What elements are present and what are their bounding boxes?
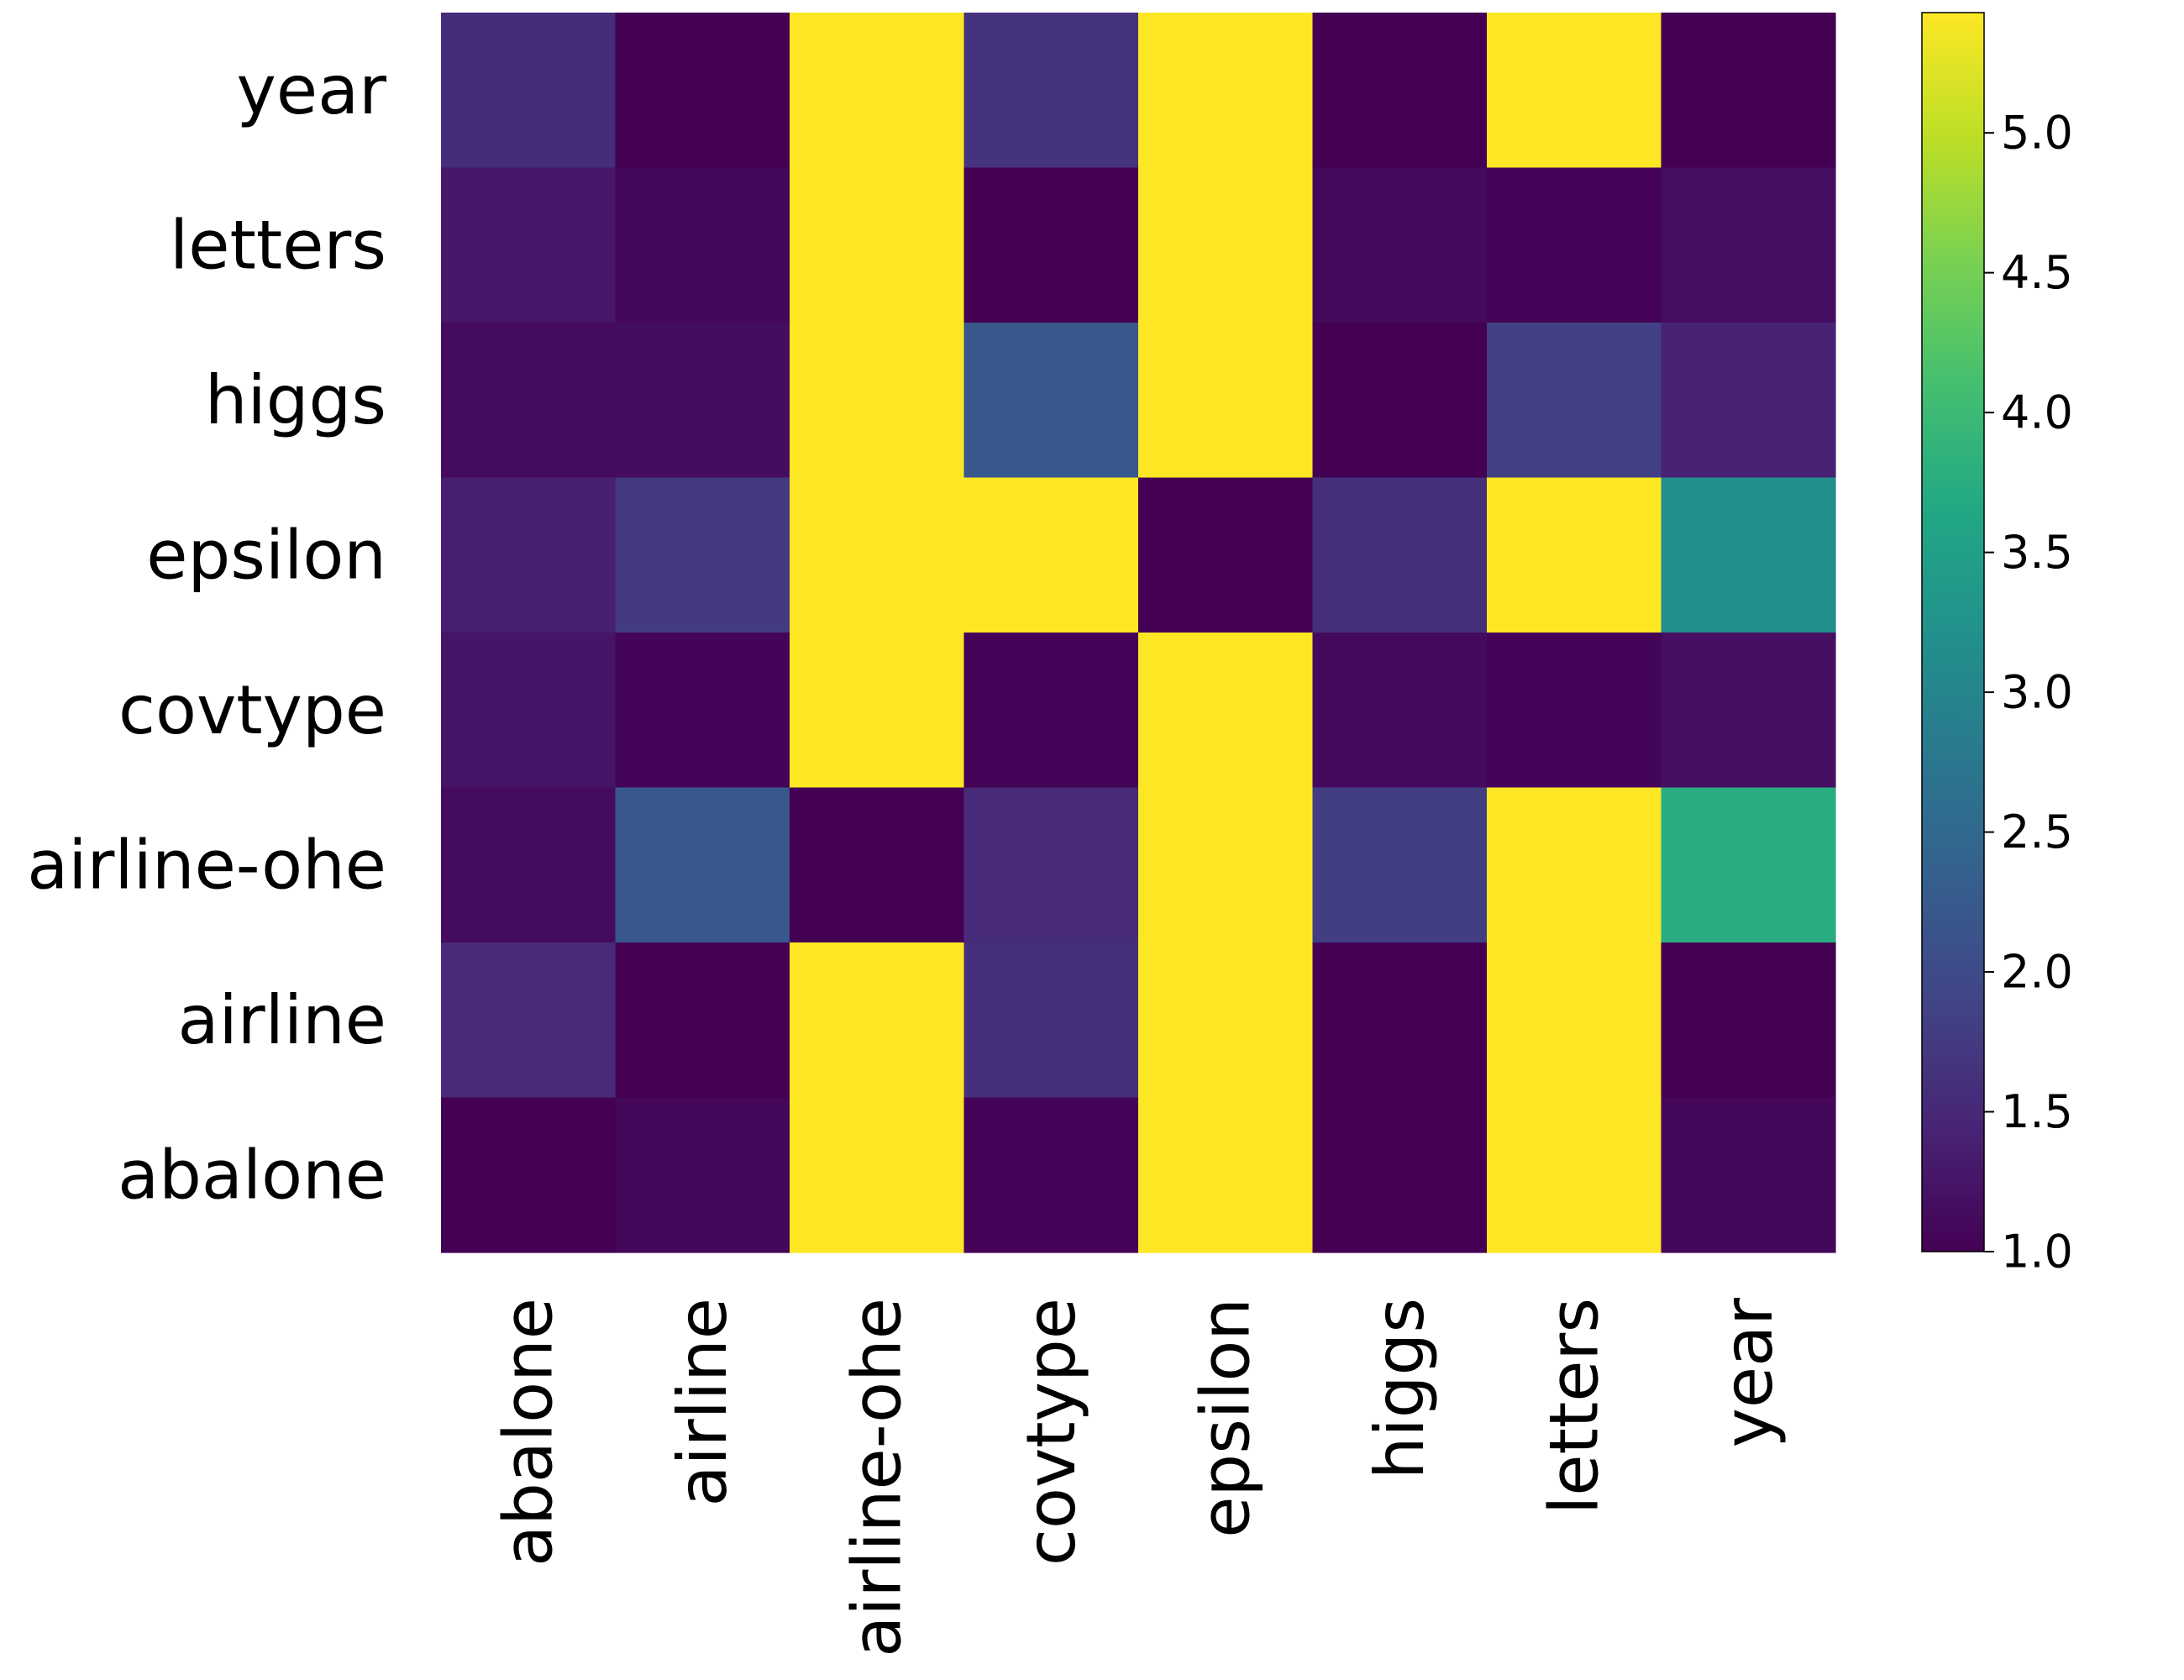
row-label-covtype: covtype — [118, 671, 386, 749]
heatmap-cell-abalone-epsilon — [1138, 1097, 1314, 1253]
heatmap-cell-epsilon-epsilon — [1138, 477, 1314, 633]
col-label-epsilon: epsilon — [1186, 1298, 1264, 1538]
heatmap-cell-airline-covtype — [963, 942, 1139, 1099]
heatmap-cell-epsilon-covtype — [963, 477, 1139, 633]
heatmap-cell-higgs-higgs — [1312, 323, 1488, 479]
heatmap-cell-year-epsilon — [1138, 13, 1314, 169]
heatmap-cell-higgs-airline — [615, 323, 790, 479]
colorbar-tick-label: 3.0 — [2001, 666, 2073, 719]
heatmap-cell-letters-airline — [615, 167, 790, 323]
heatmap-cell-letters-higgs — [1312, 167, 1488, 323]
heatmap-cell-airline-ohe-higgs — [1312, 787, 1488, 943]
colorbar-tick-label: 4.5 — [2001, 246, 2073, 299]
heatmap-cell-airline-higgs — [1312, 942, 1488, 1099]
heatmap-cell-year-year — [1661, 13, 1836, 169]
colorbar-tick-label: 2.0 — [2001, 946, 2073, 999]
heatmap-cell-covtype-higgs — [1312, 633, 1488, 789]
heatmap-cell-letters-letters — [1487, 167, 1662, 323]
heatmap-cell-abalone-airline-ohe — [790, 1097, 965, 1253]
heatmap-cell-epsilon-letters — [1487, 477, 1662, 633]
col-label-letters: letters — [1535, 1298, 1613, 1515]
heatmap-cell-higgs-letters — [1487, 323, 1662, 479]
row-label-letters: letters — [170, 206, 386, 284]
heatmap-cell-year-covtype — [963, 13, 1139, 169]
heatmap-cell-covtype-letters — [1487, 633, 1662, 789]
col-label-airline: airline — [664, 1298, 742, 1507]
column-labels: abalone airline airline-ohe covtype epsilon h… — [489, 1298, 1788, 1657]
heatmap-cell-epsilon-higgs — [1312, 477, 1488, 633]
colorbar-tick-label: 1.5 — [2001, 1085, 2073, 1138]
heatmap-cell-covtype-airline-ohe — [790, 633, 965, 789]
heatmap-cell-higgs-epsilon — [1138, 323, 1314, 479]
heatmap-cell-year-airline-ohe — [790, 13, 965, 169]
heatmap-cell-abalone-letters — [1487, 1097, 1662, 1253]
heatmap-cell-letters-year — [1661, 167, 1836, 323]
heatmap-cell-airline-letters — [1487, 942, 1662, 1099]
heatmap-cell-abalone-year — [1661, 1097, 1836, 1253]
col-label-abalone: abalone — [489, 1298, 567, 1567]
heatmap-cell-airline-abalone — [441, 942, 617, 1099]
row-label-abalone: abalone — [118, 1136, 386, 1214]
heatmap-cell-airline-airline — [615, 942, 790, 1099]
heatmap-cell-year-letters — [1487, 13, 1662, 169]
colorbar-gradient — [1921, 12, 1985, 1252]
heatmap-cell-airline-epsilon — [1138, 942, 1314, 1099]
heatmap-cell-covtype-abalone — [441, 633, 617, 789]
heatmap-cell-covtype-covtype — [963, 633, 1139, 789]
heatmap-cell-abalone-abalone — [441, 1097, 617, 1253]
heatmap-cell-year-abalone — [441, 13, 617, 169]
heatmap-cell-airline-ohe-epsilon — [1138, 787, 1314, 943]
heatmap-cell-epsilon-abalone — [441, 477, 617, 633]
heatmap-cell-letters-abalone — [441, 167, 617, 323]
colorbar-tick-label: 1.0 — [2001, 1226, 2073, 1278]
heatmap-cell-higgs-year — [1661, 323, 1836, 479]
row-label-epsilon: epsilon — [146, 516, 386, 594]
heatmap-cell-airline-ohe-airline-ohe — [790, 787, 965, 943]
heatmap-cell-abalone-higgs — [1312, 1097, 1488, 1253]
heatmap-cell-covtype-epsilon — [1138, 633, 1314, 789]
heatmap-cell-epsilon-year — [1661, 477, 1836, 633]
heatmap-cell-airline-ohe-airline — [615, 787, 790, 943]
heatmap-cell-year-higgs — [1312, 13, 1488, 169]
heatmap-cell-airline-ohe-letters — [1487, 787, 1662, 943]
heatmap-cell-higgs-abalone — [441, 323, 617, 479]
heatmap-cell-abalone-covtype — [963, 1097, 1139, 1253]
heatmap-cell-year-airline — [615, 13, 790, 169]
colorbar-tick-label: 4.0 — [2001, 386, 2073, 439]
row-labels: year letters higgs epsilon covtype airline-oh… — [27, 51, 386, 1215]
row-label-higgs: higgs — [205, 361, 386, 439]
row-label-airline-ohe: airline-ohe — [27, 826, 386, 904]
heatmap-cell-covtype-airline — [615, 633, 790, 789]
heatmap-cell-abalone-airline — [615, 1097, 790, 1253]
heatmap-cell-letters-covtype — [963, 167, 1139, 323]
heatmap-cell-epsilon-airline-ohe — [790, 477, 965, 633]
heatmap-cell-airline-ohe-year — [1661, 787, 1836, 943]
col-label-airline-ohe: airline-ohe — [837, 1298, 916, 1657]
heatmap-cell-epsilon-airline — [615, 477, 790, 633]
heatmap-cell-airline-ohe-covtype — [963, 787, 1139, 943]
col-label-covtype: covtype — [1012, 1298, 1090, 1566]
col-label-year: year — [1709, 1298, 1788, 1448]
colorbar-tick-label: 5.0 — [2001, 107, 2073, 160]
col-label-higgs: higgs — [1361, 1298, 1439, 1479]
heatmap-cell-airline-airline-ohe — [790, 942, 965, 1099]
row-label-year: year — [237, 51, 387, 129]
heatmap-cell-covtype-year — [1661, 633, 1836, 789]
heatmap-cell-airline-ohe-abalone — [441, 787, 617, 943]
heatmap-cell-letters-epsilon — [1138, 167, 1314, 323]
colorbar-tick-label: 2.5 — [2001, 806, 2073, 858]
colorbar-tick-label: 3.5 — [2001, 526, 2073, 579]
heatmap-cell-airline-year — [1661, 942, 1836, 1099]
colorbar: 1.0 1.5 2.0 2.5 3.0 3.5 4.0 4.5 5.0 — [1921, 12, 2073, 1278]
heatmap-cell-higgs-covtype — [963, 323, 1139, 479]
heatmap-cells — [441, 13, 1836, 1253]
heatmap-cell-higgs-airline-ohe — [790, 323, 965, 479]
row-label-airline: airline — [177, 981, 386, 1059]
heatmap-cell-letters-airline-ohe — [790, 167, 965, 323]
